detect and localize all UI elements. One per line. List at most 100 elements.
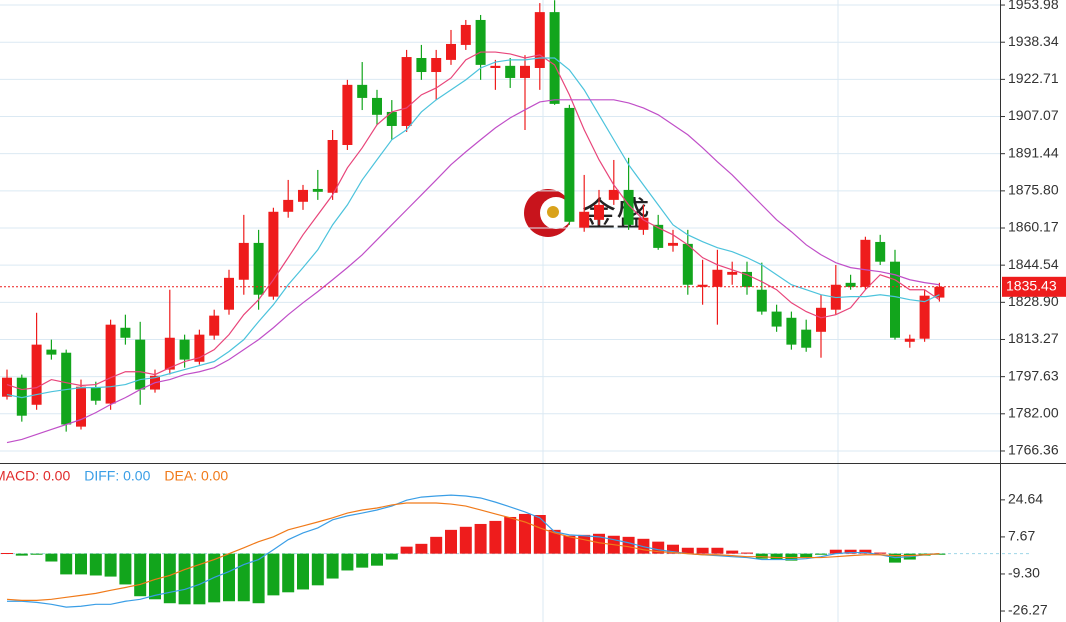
y-tick-label: 1907.07 [1008,107,1059,123]
candle-body [490,65,501,68]
macd-bar [223,553,235,602]
candle-body [446,43,456,60]
macd-bar [326,553,339,579]
macd-bar [60,553,73,575]
candle-body [653,224,664,248]
macd-bar [548,529,561,554]
y-tick-label: 1813.27 [1008,330,1059,346]
y-tick-label: 1766.36 [1008,442,1059,458]
macd-bar [667,544,679,554]
macd-bar [178,553,191,605]
candle-body [579,211,590,228]
macd-bar [815,553,827,555]
candle-body [372,97,382,115]
candle-body [312,188,323,192]
macd-bar [311,553,324,586]
macd-bar [770,553,783,560]
macd-bar [445,529,457,554]
macd-bar [400,546,413,554]
macd-bar [800,553,813,558]
last-price-label: 1835.43 [1006,278,1057,294]
macd-bar [741,552,753,554]
watermark-logo [547,206,559,218]
indicator-line [7,494,940,608]
legend-entry: MACD: 0.00 [0,468,70,484]
y-tick-label: 1797.63 [1008,367,1059,383]
y-tick-label: 1860.17 [1008,219,1059,235]
candle-body [505,65,516,78]
macd-bar [578,534,591,554]
candle-body [623,189,634,225]
candle-body [727,271,738,275]
candle-body [90,387,101,401]
candle-body [608,189,619,200]
macd-bar [163,553,176,604]
candle-body [31,344,42,405]
candle-body [460,24,471,45]
candle-body [327,139,338,193]
macd-bar [859,549,872,554]
candle-body [682,243,693,285]
macd-bar [711,547,724,554]
candle-body [342,84,353,145]
candle-body [904,338,915,342]
macd-bar [75,553,87,575]
candle-body [668,242,678,246]
candle-body [816,307,826,332]
macd-bar [282,553,295,593]
candle-body [756,289,767,312]
candle-body [594,204,604,220]
candle-body [238,242,249,280]
macd-bar [726,550,739,554]
macd-bar [696,547,709,554]
y-tick-label: -26.27 [1008,602,1048,618]
macd-bar [30,553,43,555]
candle-body [268,211,279,297]
y-tick-label: 1891.44 [1008,144,1059,160]
y-tick-label: 1938.34 [1008,33,1059,49]
indicator-line [6,99,940,444]
macd-bar [681,547,694,554]
macd-bar [829,549,842,554]
candle-body [179,339,190,360]
y-tick-label: 7.67 [1008,528,1035,544]
candle-body [919,295,930,339]
candle-body [76,386,86,427]
macd-bar [267,553,280,596]
macd-bar [193,553,206,605]
candle-body [520,65,530,78]
candle-body [786,317,797,345]
candle-body [845,282,856,287]
y-tick-label: 1844.54 [1008,256,1059,272]
candle-body [164,337,175,370]
candle-body [934,286,945,298]
candle-body [697,284,708,287]
indicator-line [6,502,940,601]
macd-bar [593,533,605,554]
last-price-box [1002,276,1066,297]
candle-body [283,199,294,212]
macd-bar [563,535,576,554]
macd-bar [874,552,887,554]
macd-bar [119,553,132,585]
legend-entry: DIFF: 0.00 [84,468,150,484]
candle-body [431,57,442,73]
legend-entry: DEA: 0.00 [164,468,228,484]
candle-body [2,377,12,397]
candle-body [712,269,723,287]
candle-body [386,111,397,126]
y-tick-label: 1828.90 [1008,293,1059,309]
macd-bar [844,549,857,554]
macd-bar [519,513,531,554]
candle-body [860,239,871,287]
macd-bar [237,553,250,602]
candle-body [209,315,220,336]
candle-body [105,324,116,404]
macd-bar [89,553,102,576]
macd-bar [1,552,13,554]
macd-bar [356,553,369,568]
candle-body [638,217,649,230]
candle-body [475,19,486,65]
candle-body [890,261,900,338]
